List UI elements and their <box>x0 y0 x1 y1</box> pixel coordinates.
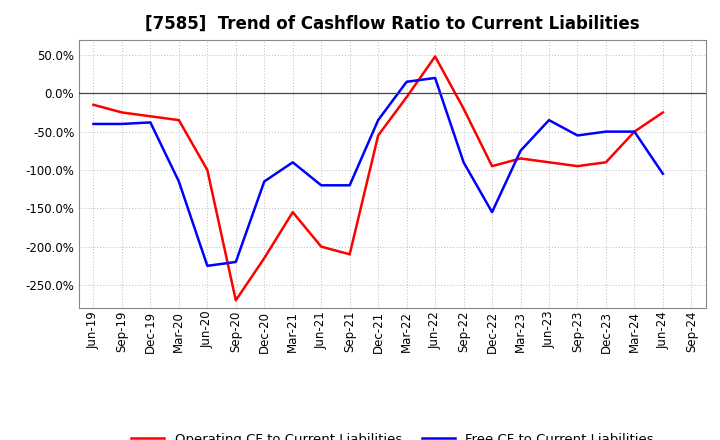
Operating CF to Current Liabilities <box>89 102 98 107</box>
Line: Free CF to Current Liabilities: Free CF to Current Liabilities <box>94 78 663 266</box>
Free CF to Current Liabilities <box>346 183 354 188</box>
Operating CF to Current Liabilities <box>117 110 126 115</box>
Operating CF to Current Liabilities <box>260 256 269 261</box>
Free CF to Current Liabilities <box>374 117 382 123</box>
Free CF to Current Liabilities <box>459 160 468 165</box>
Free CF to Current Liabilities <box>431 75 439 81</box>
Operating CF to Current Liabilities <box>659 110 667 115</box>
Operating CF to Current Liabilities <box>146 114 155 119</box>
Free CF to Current Liabilities <box>146 120 155 125</box>
Free CF to Current Liabilities <box>260 179 269 184</box>
Free CF to Current Liabilities <box>545 117 554 123</box>
Operating CF to Current Liabilities <box>545 160 554 165</box>
Free CF to Current Liabilities <box>232 259 240 264</box>
Operating CF to Current Liabilities <box>317 244 325 249</box>
Operating CF to Current Liabilities <box>374 133 382 138</box>
Free CF to Current Liabilities <box>630 129 639 134</box>
Free CF to Current Liabilities <box>516 148 525 154</box>
Free CF to Current Liabilities <box>89 121 98 127</box>
Operating CF to Current Liabilities <box>232 298 240 303</box>
Title: [7585]  Trend of Cashflow Ratio to Current Liabilities: [7585] Trend of Cashflow Ratio to Curren… <box>145 15 639 33</box>
Free CF to Current Liabilities <box>317 183 325 188</box>
Operating CF to Current Liabilities <box>402 95 411 100</box>
Operating CF to Current Liabilities <box>602 160 611 165</box>
Legend: Operating CF to Current Liabilities, Free CF to Current Liabilities: Operating CF to Current Liabilities, Fre… <box>126 427 659 440</box>
Free CF to Current Liabilities <box>487 209 496 215</box>
Operating CF to Current Liabilities <box>630 129 639 134</box>
Operating CF to Current Liabilities <box>203 167 212 172</box>
Free CF to Current Liabilities <box>573 133 582 138</box>
Free CF to Current Liabilities <box>659 171 667 176</box>
Line: Operating CF to Current Liabilities: Operating CF to Current Liabilities <box>94 56 663 301</box>
Free CF to Current Liabilities <box>174 179 183 184</box>
Free CF to Current Liabilities <box>402 79 411 84</box>
Operating CF to Current Liabilities <box>174 117 183 123</box>
Free CF to Current Liabilities <box>602 129 611 134</box>
Operating CF to Current Liabilities <box>346 252 354 257</box>
Free CF to Current Liabilities <box>117 121 126 127</box>
Operating CF to Current Liabilities <box>289 209 297 215</box>
Operating CF to Current Liabilities <box>487 164 496 169</box>
Operating CF to Current Liabilities <box>516 156 525 161</box>
Operating CF to Current Liabilities <box>573 164 582 169</box>
Operating CF to Current Liabilities <box>431 54 439 59</box>
Free CF to Current Liabilities <box>203 263 212 268</box>
Free CF to Current Liabilities <box>289 160 297 165</box>
Operating CF to Current Liabilities <box>459 106 468 111</box>
